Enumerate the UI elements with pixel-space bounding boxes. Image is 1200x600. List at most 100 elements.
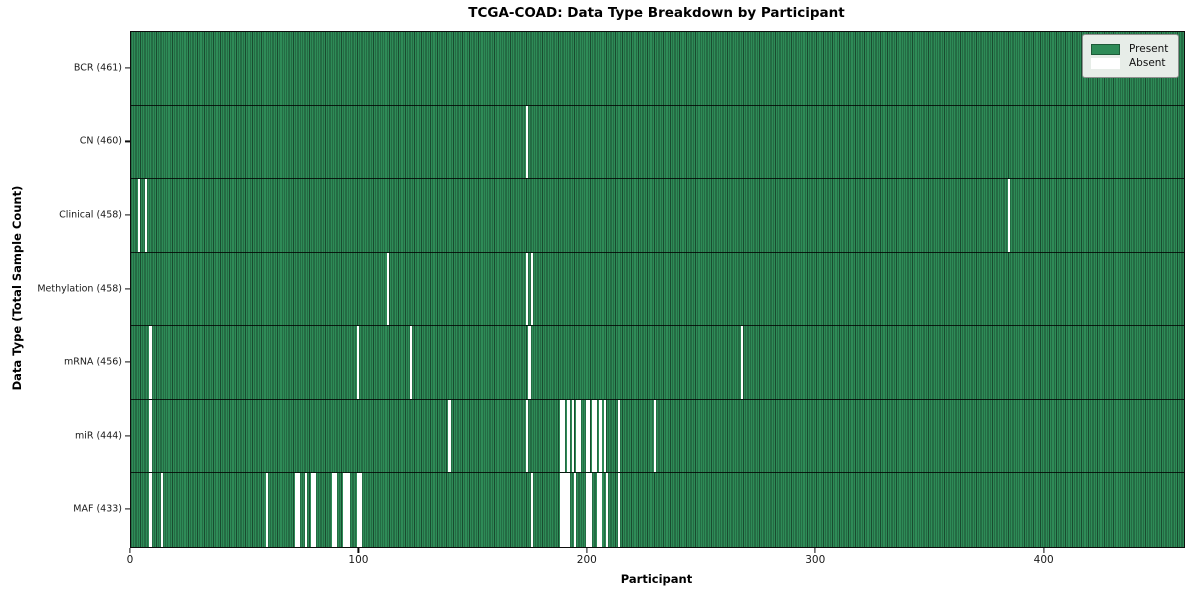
absent-marker bbox=[526, 252, 529, 326]
absent-marker bbox=[295, 473, 298, 547]
absent-marker bbox=[149, 326, 152, 399]
legend-item-absent: Absent bbox=[1091, 57, 1168, 69]
x-tick-mark bbox=[1043, 548, 1045, 553]
absent-marker bbox=[448, 399, 451, 473]
legend-item-present: Present bbox=[1091, 43, 1168, 55]
x-tick-label-300: 300 bbox=[805, 554, 826, 566]
y-tick-mark bbox=[125, 214, 130, 216]
absent-marker bbox=[574, 473, 577, 547]
absent-marker bbox=[654, 399, 657, 473]
row-band-mRNA bbox=[131, 326, 1184, 400]
absent-marker bbox=[332, 473, 335, 547]
absent-marker bbox=[576, 399, 579, 473]
x-tick-label-0: 0 bbox=[126, 554, 134, 566]
legend-label-absent: Absent bbox=[1129, 57, 1166, 69]
absent-marker bbox=[599, 399, 602, 473]
row-band-Clinical bbox=[131, 179, 1184, 253]
absent-marker bbox=[571, 399, 575, 473]
absent-marker bbox=[347, 473, 351, 547]
absent-marker bbox=[160, 473, 163, 547]
present-swatch-icon bbox=[1091, 43, 1120, 55]
absent-marker bbox=[617, 399, 620, 473]
absent-marker bbox=[562, 473, 565, 547]
y-tick-label-BCR: BCR (461) bbox=[73, 62, 122, 74]
absent-marker bbox=[564, 473, 568, 547]
absent-marker bbox=[599, 473, 602, 547]
x-tick-marks bbox=[129, 548, 1183, 554]
y-tick-mark bbox=[125, 140, 130, 142]
absent-marker bbox=[530, 473, 533, 547]
y-tick-labels: BCR (461) CN (460) Clinical (458) Methylati… bbox=[0, 31, 122, 546]
y-tick-label-miR: miR (444) bbox=[74, 430, 122, 442]
absent-marker bbox=[560, 473, 563, 547]
row-band-miR bbox=[131, 399, 1184, 474]
absent-marker bbox=[265, 473, 269, 547]
x-tick-mark bbox=[129, 548, 131, 553]
legend-label-present: Present bbox=[1129, 43, 1169, 55]
absent-marker bbox=[530, 252, 533, 326]
absent-marker bbox=[311, 473, 314, 547]
absent-marker bbox=[386, 252, 390, 326]
absent-marker bbox=[578, 399, 581, 473]
absent-marker bbox=[590, 473, 593, 547]
absent-marker bbox=[313, 473, 316, 547]
x-tick-mark bbox=[814, 548, 816, 553]
absent-swatch-icon bbox=[1091, 57, 1120, 69]
x-axis-label: Participant bbox=[620, 572, 693, 586]
absent-marker bbox=[304, 473, 307, 547]
absent-marker bbox=[567, 473, 570, 547]
absent-marker bbox=[359, 473, 362, 547]
x-tick-label-100: 100 bbox=[348, 554, 369, 566]
absent-marker bbox=[587, 399, 591, 473]
absent-marker bbox=[357, 473, 360, 547]
row-band-CN bbox=[131, 105, 1184, 180]
absent-marker bbox=[606, 473, 609, 547]
y-tick-label-CN: CN (460) bbox=[79, 135, 122, 147]
absent-marker bbox=[137, 179, 141, 252]
x-tick-mark bbox=[357, 548, 359, 553]
chart-title: TCGA-COAD: Data Type Breakdown by Partic… bbox=[468, 5, 845, 21]
y-tick-label-MAF: MAF (433) bbox=[73, 503, 122, 515]
y-tick-mark bbox=[125, 361, 130, 363]
absent-marker bbox=[740, 326, 744, 399]
y-tick-label-Methylation: Methylation (458) bbox=[37, 283, 122, 294]
x-tick-label-400: 400 bbox=[1033, 554, 1054, 566]
legend: Present Absent bbox=[1082, 34, 1180, 78]
absent-marker bbox=[587, 473, 591, 547]
absent-marker bbox=[596, 473, 600, 547]
absent-marker bbox=[528, 326, 531, 399]
absent-marker bbox=[585, 473, 588, 547]
absent-marker bbox=[585, 399, 588, 473]
row-band-BCR bbox=[131, 32, 1184, 106]
absent-marker bbox=[562, 399, 565, 473]
absent-marker bbox=[357, 326, 360, 399]
row-band-Methylation bbox=[131, 252, 1184, 327]
absent-marker bbox=[1008, 179, 1011, 252]
plot-area bbox=[130, 31, 1185, 548]
absent-marker bbox=[334, 473, 337, 547]
x-tick-label-200: 200 bbox=[576, 554, 597, 566]
y-tick-mark bbox=[125, 67, 130, 69]
y-tick-marks bbox=[125, 31, 130, 546]
absent-marker bbox=[345, 473, 348, 547]
y-tick-label-mRNA: mRNA (456) bbox=[63, 356, 122, 368]
absent-marker bbox=[594, 399, 597, 473]
absent-marker bbox=[409, 326, 412, 399]
x-tick-labels: 0 100 200 300 400 bbox=[126, 554, 1183, 568]
absent-marker bbox=[149, 473, 152, 547]
absent-marker bbox=[526, 399, 529, 473]
y-tick-mark bbox=[125, 435, 130, 437]
absent-marker bbox=[603, 399, 607, 473]
absent-marker bbox=[149, 399, 152, 473]
absent-marker bbox=[526, 105, 529, 179]
absent-marker bbox=[144, 179, 147, 252]
absent-marker bbox=[343, 473, 346, 547]
absent-marker bbox=[617, 473, 620, 547]
y-tick-mark bbox=[125, 287, 130, 290]
row-band-MAF bbox=[131, 473, 1184, 547]
x-tick-mark bbox=[586, 548, 588, 553]
y-tick-mark bbox=[125, 508, 130, 510]
y-tick-label-Clinical: Clinical (458) bbox=[59, 209, 122, 221]
absent-marker bbox=[560, 399, 563, 473]
